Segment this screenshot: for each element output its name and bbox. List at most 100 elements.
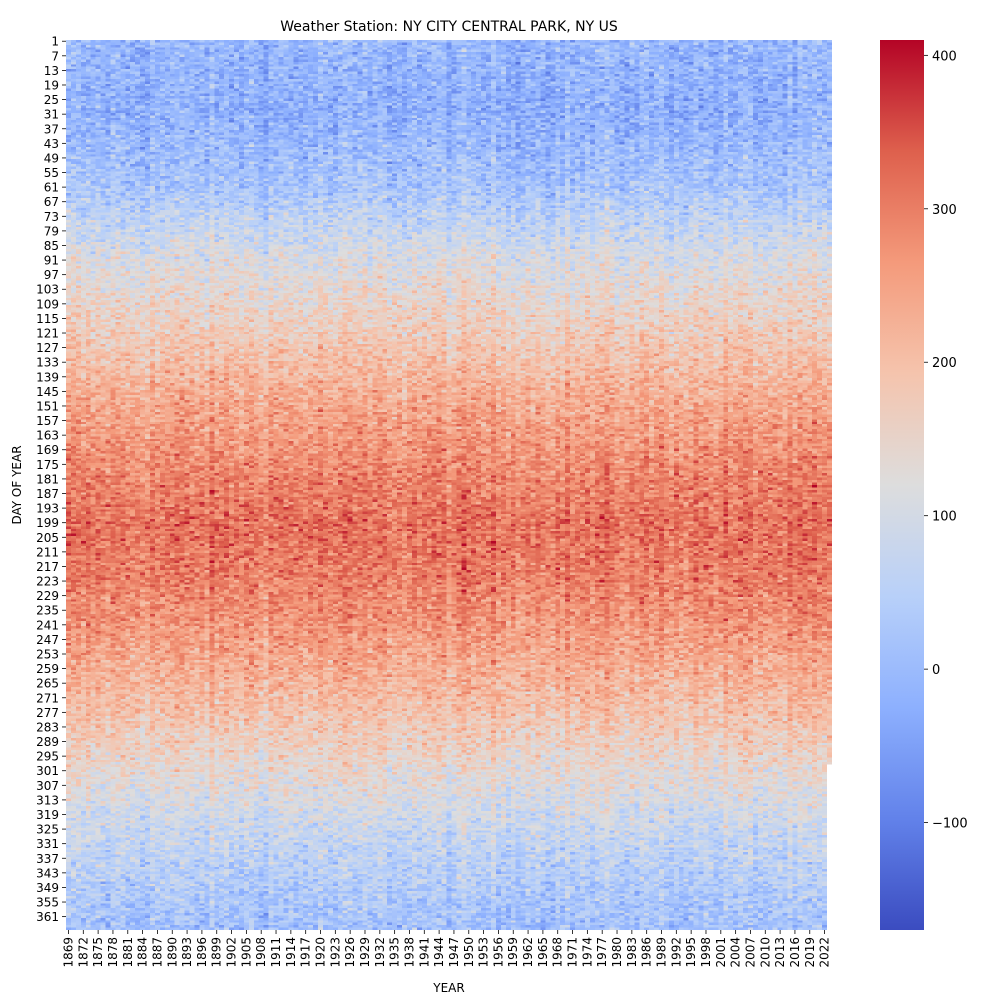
x-tick-label: 1878 <box>106 937 120 968</box>
x-tick-label: 1929 <box>358 937 372 968</box>
y-tick-label: 247 <box>36 633 59 647</box>
colorbar-tick-label: 0 <box>932 663 940 678</box>
y-tick-label: 7 <box>51 49 59 63</box>
x-tick-label: 2004 <box>729 937 743 968</box>
x-tick-label: 1914 <box>284 937 298 968</box>
y-tick-label: 355 <box>36 896 59 910</box>
x-axis: 1869 1872 1875 1878 1881 1884 1887 1890 1893 1896… <box>61 930 832 968</box>
x-tick-label: 1932 <box>373 937 387 968</box>
y-tick-label: 73 <box>44 210 59 224</box>
x-tick-label: 1965 <box>536 937 550 968</box>
x-tick-label: 1989 <box>655 937 669 968</box>
y-tick-label: 337 <box>36 852 59 866</box>
chart-title: Weather Station: NY CITY CENTRAL PARK, N… <box>280 19 618 35</box>
y-tick-label: 97 <box>44 268 59 282</box>
y-tick-label: 319 <box>36 808 59 822</box>
y-tick-label: 49 <box>44 151 59 165</box>
y-tick-label: 277 <box>36 706 59 720</box>
x-tick-label: 1923 <box>328 937 342 968</box>
x-tick-label: 1959 <box>506 937 520 968</box>
x-tick-label: 1890 <box>165 937 179 968</box>
y-tick-label: 199 <box>36 516 59 530</box>
y-tick-label: 127 <box>36 341 59 355</box>
y-tick-label: 223 <box>36 575 59 589</box>
x-tick-label: 1893 <box>180 937 194 968</box>
x-tick-label: 1983 <box>625 937 639 968</box>
y-tick-label: 343 <box>36 866 59 880</box>
x-tick-label: 1869 <box>61 937 75 968</box>
heatmap-cells <box>66 40 832 930</box>
x-tick-label: 1971 <box>566 937 580 968</box>
y-tick-label: 121 <box>36 327 59 341</box>
x-tick-label: 2019 <box>803 937 817 968</box>
y-tick-label: 313 <box>36 793 59 807</box>
x-tick-label: 1998 <box>699 937 713 968</box>
y-tick-label: 157 <box>36 414 59 428</box>
x-tick-label: 1974 <box>580 937 594 968</box>
y-tick-label: 91 <box>44 254 59 268</box>
y-tick-label: 115 <box>36 312 59 326</box>
y-tick-label: 25 <box>44 93 59 107</box>
colorbar-tick-label: 300 <box>932 203 957 218</box>
x-tick-label: 1905 <box>239 937 253 968</box>
y-tick-label: 265 <box>36 677 59 691</box>
x-axis-title: YEAR <box>432 981 464 995</box>
y-tick-label: 85 <box>44 239 59 253</box>
colorbar-tick-label: 100 <box>932 510 957 525</box>
x-tick-label: 1896 <box>195 937 209 968</box>
x-tick-label: 1881 <box>121 937 135 968</box>
y-tick-label: 205 <box>36 531 59 545</box>
y-tick-label: 217 <box>36 560 59 574</box>
x-tick-label: 2016 <box>788 937 802 968</box>
x-tick-label: 1953 <box>477 937 491 968</box>
x-tick-label: 1917 <box>299 937 313 968</box>
y-tick-label: 241 <box>36 618 59 632</box>
y-tick-label: 229 <box>36 589 59 603</box>
x-tick-label: 1926 <box>343 937 357 968</box>
y-tick-label: 103 <box>36 283 59 297</box>
x-tick-label: 2022 <box>818 937 832 968</box>
x-tick-label: 1977 <box>595 937 609 968</box>
y-tick-label: 289 <box>36 735 59 749</box>
y-tick-label: 1 <box>51 35 59 49</box>
x-tick-label: 1986 <box>640 937 654 968</box>
y-tick-label: 55 <box>44 166 59 180</box>
colorbar <box>880 40 924 930</box>
y-tick-label: 301 <box>36 764 59 778</box>
y-tick-label: 175 <box>36 458 59 472</box>
x-tick-label: 1920 <box>314 937 328 968</box>
x-tick-label: 1962 <box>521 937 535 968</box>
y-tick-label: 331 <box>36 837 59 851</box>
colorbar-axis: −100 0 100 200 300 400 <box>924 49 968 832</box>
x-tick-label: 1968 <box>551 937 565 968</box>
y-tick-label: 133 <box>36 356 59 370</box>
y-tick-label: 253 <box>36 648 59 662</box>
x-tick-label: 1908 <box>254 937 268 968</box>
y-tick-label: 325 <box>36 823 59 837</box>
y-tick-label: 31 <box>44 108 59 122</box>
x-tick-label: 1911 <box>269 937 283 968</box>
x-tick-label: 1875 <box>91 937 105 968</box>
colorbar-tick-label: −100 <box>932 817 968 832</box>
y-tick-label: 13 <box>44 64 59 78</box>
y-tick-label: 211 <box>36 545 59 559</box>
y-tick-label: 259 <box>36 662 59 676</box>
x-tick-label: 1899 <box>210 937 224 968</box>
y-tick-label: 109 <box>36 297 59 311</box>
x-tick-label: 2010 <box>758 937 772 968</box>
y-tick-label: 61 <box>44 181 59 195</box>
x-tick-label: 2001 <box>714 937 728 968</box>
y-tick-label: 145 <box>36 385 59 399</box>
y-axis: 1713192531374349556167737985919710310911… <box>36 35 66 924</box>
y-tick-label: 349 <box>36 881 59 895</box>
y-tick-label: 187 <box>36 487 59 501</box>
y-tick-label: 235 <box>36 604 59 618</box>
y-tick-label: 43 <box>44 137 59 151</box>
x-tick-label: 1944 <box>432 937 446 968</box>
y-tick-label: 271 <box>36 691 59 705</box>
y-tick-label: 37 <box>44 122 59 136</box>
x-tick-label: 1941 <box>417 937 431 968</box>
x-tick-label: 1980 <box>610 937 624 968</box>
